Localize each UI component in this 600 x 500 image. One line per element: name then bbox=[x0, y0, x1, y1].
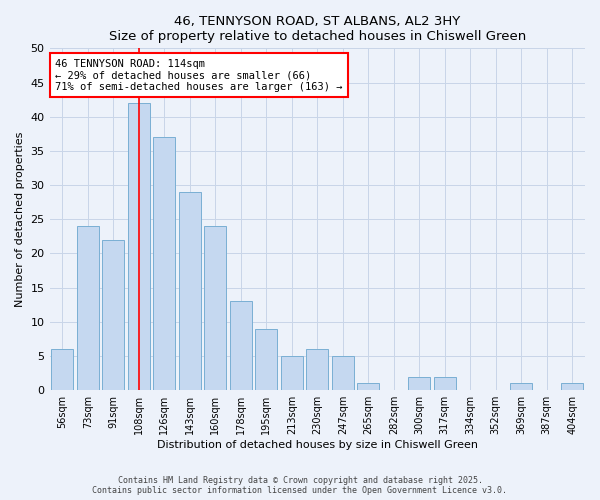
Bar bbox=[179, 192, 200, 390]
Y-axis label: Number of detached properties: Number of detached properties bbox=[15, 132, 25, 307]
Text: 46 TENNYSON ROAD: 114sqm
← 29% of detached houses are smaller (66)
71% of semi-d: 46 TENNYSON ROAD: 114sqm ← 29% of detach… bbox=[55, 58, 343, 92]
Bar bbox=[409, 376, 430, 390]
Bar bbox=[434, 376, 455, 390]
Bar bbox=[52, 349, 73, 390]
Title: 46, TENNYSON ROAD, ST ALBANS, AL2 3HY
Size of property relative to detached hous: 46, TENNYSON ROAD, ST ALBANS, AL2 3HY Si… bbox=[109, 15, 526, 43]
Bar bbox=[205, 226, 226, 390]
Bar bbox=[332, 356, 353, 390]
Bar bbox=[307, 349, 328, 390]
Bar bbox=[358, 384, 379, 390]
X-axis label: Distribution of detached houses by size in Chiswell Green: Distribution of detached houses by size … bbox=[157, 440, 478, 450]
Bar bbox=[230, 302, 251, 390]
Bar bbox=[154, 137, 175, 390]
Bar bbox=[77, 226, 98, 390]
Bar bbox=[281, 356, 302, 390]
Bar bbox=[511, 384, 532, 390]
Bar bbox=[562, 384, 583, 390]
Bar bbox=[103, 240, 124, 390]
Bar bbox=[256, 328, 277, 390]
Text: Contains HM Land Registry data © Crown copyright and database right 2025.
Contai: Contains HM Land Registry data © Crown c… bbox=[92, 476, 508, 495]
Bar bbox=[128, 103, 149, 390]
